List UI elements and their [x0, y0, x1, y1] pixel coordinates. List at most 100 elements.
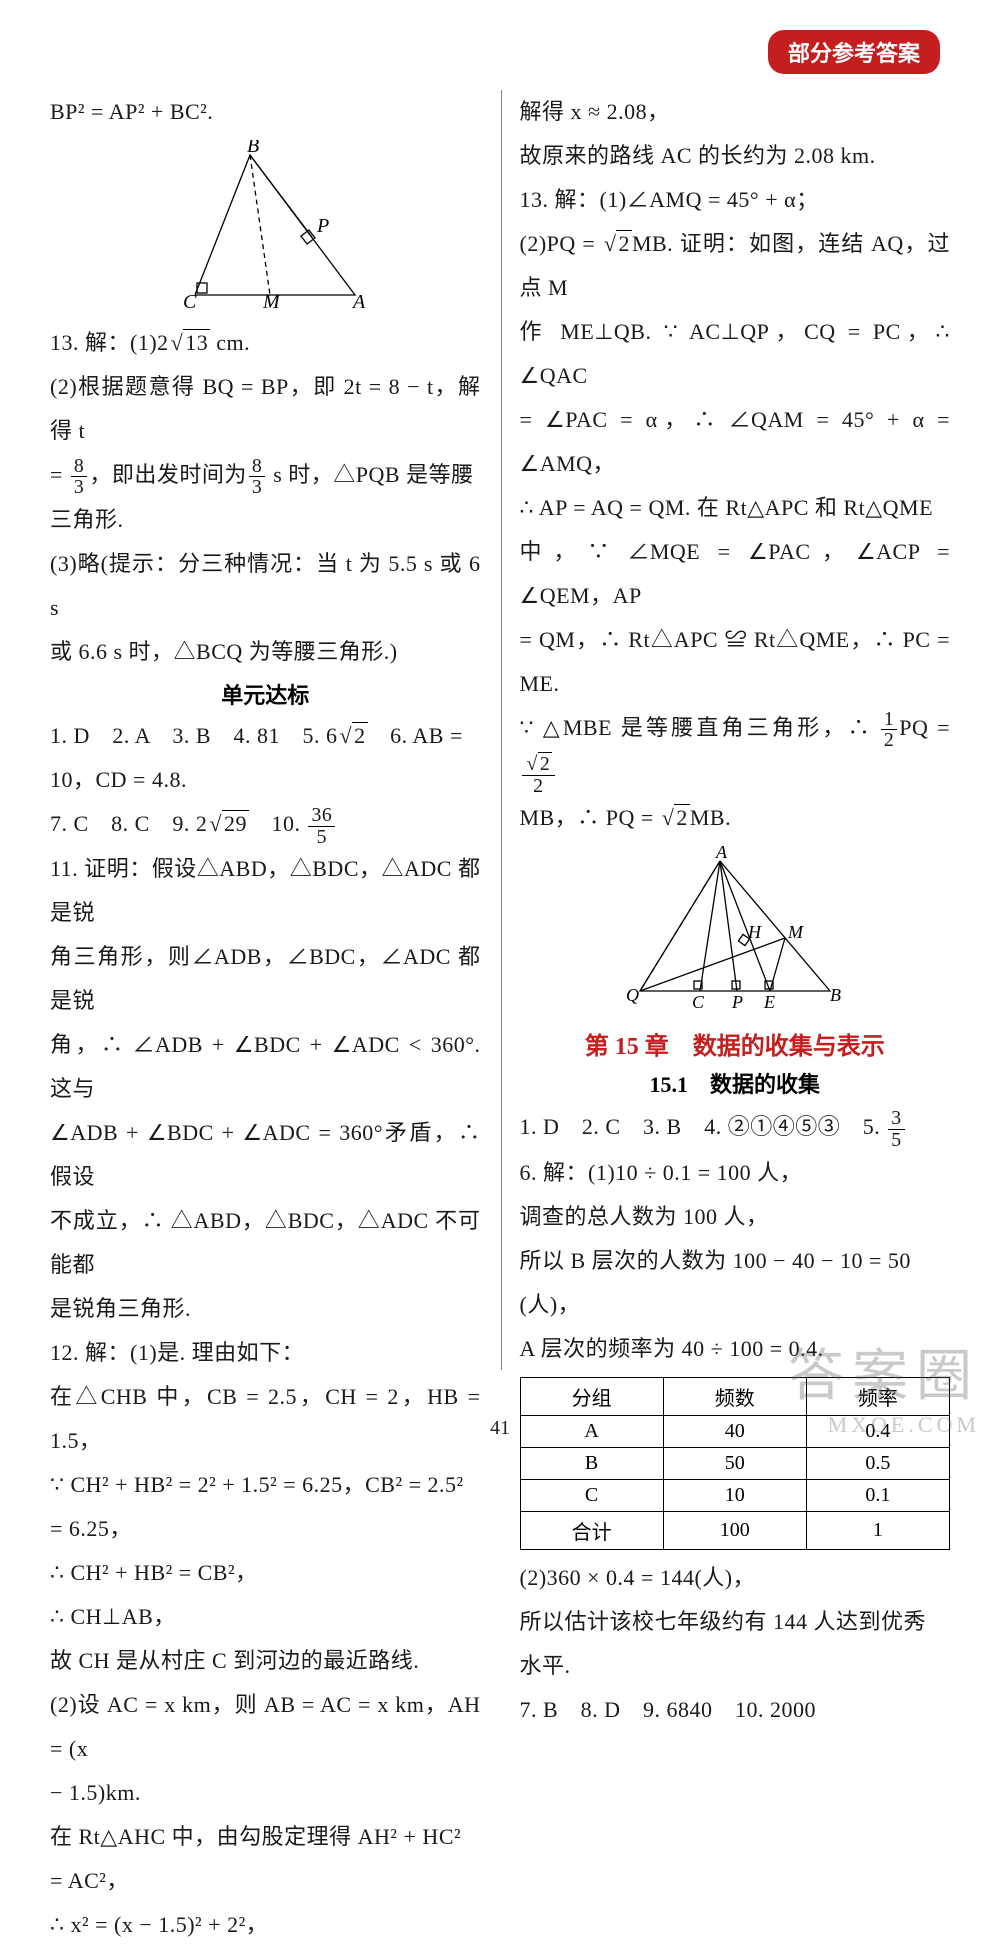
text: = — [50, 462, 69, 487]
left-column: BP² = AP² + BC². B C M A — [50, 90, 481, 1370]
text-line: ∵ CH² + HB² = 2² + 1.5² = 6.25，CB² = 2.5… — [50, 1463, 481, 1507]
fraction: 35 — [888, 1108, 904, 1151]
text-line: 作 ME⊥QB. ∵ AC⊥QP，CQ = PC，∴ ∠QAC — [520, 310, 951, 398]
label-E: E — [763, 992, 775, 1011]
table-row: 合计 100 1 — [520, 1511, 950, 1549]
text: (2)PQ = — [520, 231, 602, 256]
text-line: 是锐角三角形. — [50, 1287, 481, 1331]
radicand: 2 — [352, 722, 368, 748]
watermark-en: MXQE.COM — [788, 1412, 980, 1438]
text-line: 不成立，∴ △ABD，△BDC，△ADC 不可能都 — [50, 1199, 481, 1287]
denom: 3 — [249, 477, 265, 498]
text-line: (人)， — [520, 1283, 951, 1327]
numer: 8 — [249, 456, 265, 478]
th: 频数 — [663, 1377, 806, 1415]
denom: 2 — [881, 730, 897, 751]
radicand: 2 — [674, 804, 690, 830]
td: 1 — [806, 1511, 949, 1549]
text-line: = QM，∴ Rt△APC ≌ Rt△QME，∴ PC = ME. — [520, 618, 951, 706]
text-line: 1. D 2. A 3. B 4. 81 5. 6 2 6. AB = — [50, 714, 481, 758]
text-line: (2)设 AC = x km，则 AB = AC = x km，AH = (x — [50, 1683, 481, 1771]
fraction: 365 — [308, 805, 335, 848]
text-line: 7. C 8. C 9. 2 29 10. 365 — [50, 802, 481, 847]
text: cm. — [210, 330, 250, 355]
label-H: H — [747, 922, 762, 942]
td: 0.1 — [806, 1479, 949, 1511]
text: 1. D 2. C 3. B 4. ②①④⑤③ 5. — [520, 1114, 887, 1139]
numer: 1 — [881, 709, 897, 731]
text-line: 水平. — [520, 1644, 951, 1688]
radicand: 2 — [538, 752, 552, 775]
table-row: B 50 0.5 — [520, 1447, 950, 1479]
text-line: 13. 解：(1)∠AMQ = 45° + α； — [520, 178, 951, 222]
fraction: 22 — [522, 754, 556, 797]
text-line: 6. 解：(1)10 ÷ 0.1 = 100 人， — [520, 1151, 951, 1195]
page: 部分参考答案 BP² = AP² + BC². B C M — [0, 0, 1000, 1458]
text-line: 12. 解：(1)是. 理由如下： — [50, 1331, 481, 1375]
text-line: ∵ △MBE 是等腰直角三角形，∴ 12PQ = 22 — [520, 706, 951, 796]
label-A: A — [351, 291, 366, 310]
figure-triangle-aqb: A Q C P E B H M — [520, 846, 951, 1016]
text-line: 10，CD = 4.8. — [50, 758, 481, 802]
label-A: A — [715, 846, 728, 862]
text: 13. 解：(1)2 — [50, 330, 169, 355]
td: 10 — [663, 1479, 806, 1511]
text-line: MB，∴ PQ = 2MB. — [520, 796, 951, 840]
text: ，即出发时间为 — [89, 462, 247, 487]
text-line: 角，∴ ∠ADB + ∠BDC + ∠ADC < 360°. 这与 — [50, 1023, 481, 1111]
text-line: (2)360 × 0.4 = 144(人)， — [520, 1556, 951, 1600]
text-line: ∴ AP = AQ = QM. 在 Rt△APC 和 Rt△QME — [520, 486, 951, 530]
text: s 时，△PQB 是等腰 — [267, 462, 473, 487]
denom: 5 — [888, 1130, 904, 1151]
text-line: 所以估计该校七年级约有 144 人达到优秀 — [520, 1600, 951, 1644]
numer: 36 — [308, 805, 335, 827]
label-M: M — [262, 291, 281, 310]
td: 合计 — [520, 1511, 663, 1549]
watermark-cn: 答案圈 — [788, 1331, 980, 1412]
text-line: 在 Rt△AHC 中，由勾股定理得 AH² + HC² — [50, 1815, 481, 1859]
td: C — [520, 1479, 663, 1511]
watermark: 答案圈 MXQE.COM — [788, 1331, 980, 1438]
text: MB. — [690, 805, 731, 830]
label-M: M — [787, 922, 804, 942]
text: 10. — [249, 811, 307, 836]
text-line: = 83，即出发时间为83 s 时，△PQB 是等腰 — [50, 453, 481, 498]
label-C: C — [692, 992, 705, 1011]
text: ∵ △MBE 是等腰直角三角形，∴ — [520, 715, 879, 740]
numer: 3 — [888, 1108, 904, 1130]
sqrt: 2 — [602, 222, 632, 266]
th: 分组 — [520, 1377, 663, 1415]
text-line: − 1.5)km. — [50, 1771, 481, 1815]
chapter-title: 第 15 章 数据的收集与表示 — [520, 1026, 951, 1061]
text-line: (3)略(提示：分三种情况：当 t 为 5.5 s 或 6 s — [50, 542, 481, 630]
fraction: 12 — [881, 709, 897, 752]
text-line: (2)根据题意得 BQ = BP，即 2t = 8 − t，解得 t — [50, 365, 481, 453]
denom: 3 — [71, 477, 87, 498]
right-column: 解得 x ≈ 2.08， 故原来的路线 AC 的长约为 2.08 km. 13.… — [501, 90, 951, 1370]
text: 6. AB = — [368, 723, 463, 748]
text-line: 故原来的路线 AC 的长约为 2.08 km. — [520, 134, 951, 178]
td: B — [520, 1447, 663, 1479]
td: 0.5 — [806, 1447, 949, 1479]
text-line: ∴ CH² + HB² = CB²， — [50, 1551, 481, 1595]
label-B: B — [830, 985, 841, 1005]
text: 7. C 8. C 9. 2 — [50, 811, 207, 836]
text-line: = AC²， — [50, 1859, 481, 1903]
text-line: 故 CH 是从村庄 C 到河边的最近路线. — [50, 1639, 481, 1683]
text-line: 所以 B 层次的人数为 100 − 40 − 10 = 50 — [520, 1239, 951, 1283]
text-line: 11. 证明：假设△ABD，△BDC，△ADC 都是锐 — [50, 847, 481, 935]
text-line: 或 6.6 s 时，△BCQ 为等腰三角形.) — [50, 630, 481, 674]
text-line: 中，∵ ∠MQE = ∠PAC，∠ACP = ∠QEM，AP — [520, 530, 951, 618]
fraction: 83 — [249, 456, 265, 499]
denom: 5 — [308, 827, 335, 848]
text-line: ∴ x² = (x − 1.5)² + 2²， — [50, 1903, 481, 1947]
text-line: = 6.25， — [50, 1507, 481, 1551]
text: 1. D 2. A 3. B 4. 81 5. 6 — [50, 723, 338, 748]
sqrt: 29 — [207, 802, 249, 846]
radicand: 29 — [222, 810, 249, 836]
td: 100 — [663, 1511, 806, 1549]
label-C: C — [183, 291, 197, 310]
text-line: ∠ADB + ∠BDC + ∠ADC = 360°矛盾，∴ 假设 — [50, 1111, 481, 1199]
label-P: P — [731, 992, 743, 1011]
text: MB，∴ PQ = — [520, 805, 660, 830]
